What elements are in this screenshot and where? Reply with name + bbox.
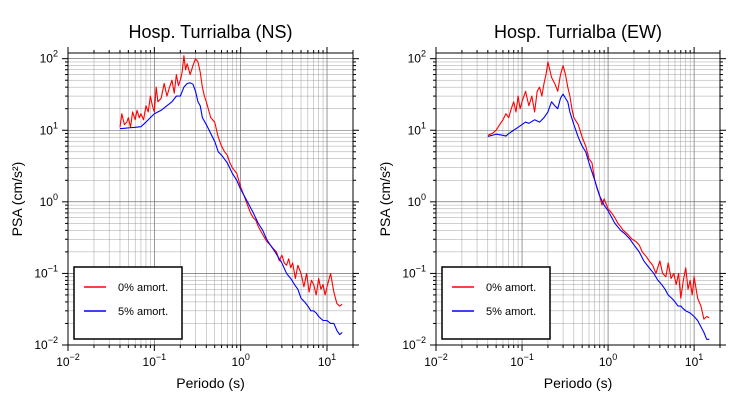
ticks-ns	[62, 47, 359, 351]
chart-title-ns: Hosp. Turrialba (NS)	[128, 22, 292, 42]
x-tick-label: 101	[318, 352, 336, 369]
y-tick-label: 10−2	[402, 335, 426, 352]
x-axis-label-ew: Periodo (s)	[544, 375, 612, 391]
x-tick-label: 10−2	[424, 352, 448, 369]
y-axis-label-ns: PSA (cm/s²)	[9, 162, 25, 237]
y-tick-label: 102	[40, 49, 58, 66]
legend-label: 0% amort.	[118, 282, 168, 294]
x-tick-label: 100	[231, 352, 249, 369]
ticks-ew	[430, 47, 726, 351]
plot-frame-ns	[67, 52, 354, 346]
y-tick-label: 101	[408, 120, 426, 137]
chart-ns: 10−2 10−1 100 101 10−2 10−1 100 101 102 Hosp. Tur…	[9, 22, 359, 391]
legend-ns: 0% amort. 5% amort.	[73, 266, 183, 340]
x-tick-label: 10−1	[143, 352, 167, 369]
legend-label: 0% amort.	[486, 282, 536, 294]
legend-label: 5% amort.	[486, 306, 536, 318]
chart-title-ew: Hosp. Turrialba (EW)	[494, 22, 662, 42]
series-group-ew	[487, 61, 710, 340]
legend-ew: 0% amort. 5% amort.	[441, 266, 551, 340]
y-tick-label: 102	[408, 49, 426, 66]
x-tick-label: 101	[685, 352, 703, 369]
y-tick-label: 100	[40, 192, 58, 209]
x-axis-label-ns: Periodo (s)	[176, 375, 244, 391]
series-line-amort-0-ns	[119, 55, 343, 307]
y-tick-label: 10−2	[34, 335, 58, 352]
plot-frame-ew	[435, 52, 721, 346]
x-tick-label: 100	[599, 352, 617, 369]
legend-label: 5% amort.	[118, 306, 168, 318]
series-line-amort-5-ns	[119, 82, 343, 336]
chart-ew: 10−2 10−1 100 101 10−2 10−1 100 101 102 Hosp. Tur…	[377, 22, 726, 391]
y-axis-label-ew: PSA (cm/s²)	[377, 162, 393, 237]
series-line-amort-5-ew	[487, 93, 710, 340]
x-tick-label: 10−1	[510, 352, 534, 369]
legend-box	[73, 266, 183, 340]
y-tick-label: 101	[40, 120, 58, 137]
y-tick-label: 10−1	[34, 263, 58, 280]
y-tick-label: 100	[408, 192, 426, 209]
legend-box	[441, 266, 551, 340]
series-group-ns	[119, 55, 343, 336]
x-tick-label: 10−2	[56, 352, 80, 369]
y-tick-label: 10−1	[402, 263, 426, 280]
